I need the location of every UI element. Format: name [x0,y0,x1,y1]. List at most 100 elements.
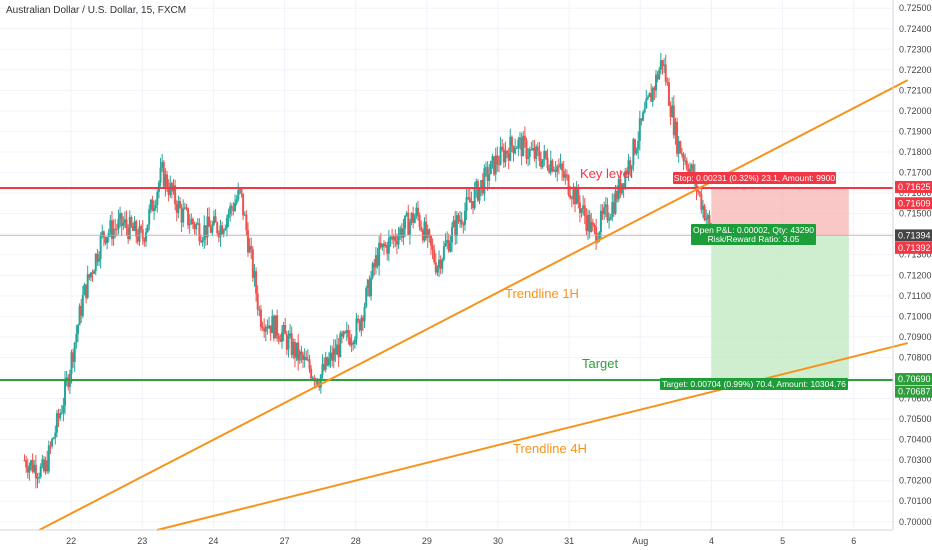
candle-body [387,238,390,254]
candle-body [329,352,332,359]
candle-body [357,318,360,321]
candle-body [86,274,89,298]
candle-body [397,235,400,245]
candle-body [190,219,193,225]
candle-body [512,146,515,154]
candle-body [112,228,115,239]
candle-body [481,180,484,194]
chart-title: Australian Dollar / U.S. Dollar, 15, FXC… [6,5,186,16]
candle-body [687,168,690,175]
candle-body [608,219,611,221]
candle-body [49,445,52,447]
candle-body [578,202,581,213]
pnl-label-bg [691,224,816,245]
candle-body [580,209,583,213]
candle-body [151,199,154,212]
candle-body [361,317,364,322]
candle-body [438,259,441,268]
candle-body [123,219,126,224]
candle-body [595,226,598,243]
candle-body [386,244,389,254]
annotation-trendline-4h: Trendline 4H [513,441,587,456]
candle-body [293,341,296,358]
annotation-key-level: Key level [580,166,633,181]
candle-body [685,160,688,169]
candle-body [467,197,470,199]
candle-body [225,217,228,228]
candle-body [303,356,306,360]
candle-body [468,197,471,203]
candle-body [507,153,510,161]
candle-body [692,164,695,179]
candle-body [674,121,677,136]
candle-body [242,193,245,216]
x-tick-label: 4 [709,536,714,546]
candle-body [60,412,63,414]
annotation-trendline-1h: Trendline 1H [505,286,579,301]
candle-body [567,175,570,195]
position-zones [711,187,849,381]
candle-body [34,464,37,479]
candle-body [399,228,402,236]
candle-body [630,165,633,170]
candle-body [300,351,303,355]
candle-body [701,205,704,210]
candle-body [373,263,376,268]
candle-body [55,413,58,433]
candle-body [107,232,110,237]
time-axis[interactable]: 22 23 24 27 28 29 30 31 Aug 4 5 6 [0,529,893,546]
candle-body [344,331,347,333]
candle-body [287,336,290,350]
candle-body [365,288,368,307]
candle-body [416,207,419,216]
candle-body [434,262,437,273]
price-badge-bg [895,197,932,210]
candle-body [39,466,42,477]
candle-body [528,149,531,158]
y-tick-label: 0.71700 [899,168,932,178]
candle-body [463,210,466,225]
candle-body [311,377,314,379]
price-badge: 0.70690 [898,374,931,384]
candle-body [248,245,251,253]
candle-body [140,226,143,230]
annotations: Key level Trendline 1H Target Trendline 4H [505,166,633,456]
candle-body [321,364,324,375]
candle-body [185,207,188,209]
candle-body [449,242,452,252]
candle-body [658,69,661,80]
candle-body [611,202,614,218]
candle-body [36,477,39,479]
price-axis[interactable]: 0.72500 0.72400 0.72300 0.72200 0.72100 0.720… [892,0,932,530]
candle-body [99,235,102,259]
candle-body [405,212,408,216]
x-tick-label: 27 [280,536,290,546]
candle-body [603,207,606,215]
candle-body [690,164,693,169]
candle-body [535,146,538,159]
candle-body [237,189,240,200]
candle-body [483,168,486,194]
candle-body [136,236,139,242]
candle-body [295,342,298,358]
candle-body [33,464,36,472]
candle-body [127,228,130,239]
candle-body [478,187,481,201]
candle-body [653,87,656,91]
candle-body [368,279,371,297]
candle-body [94,253,97,272]
candle-body [382,243,385,247]
candle-body [698,191,701,194]
candle-body [544,151,547,158]
candle-body [198,223,201,241]
candle-body [441,259,444,269]
candle-body [502,149,505,163]
candle-body [374,255,377,268]
y-tick-label: 0.71900 [899,126,932,136]
candle-body [428,229,431,236]
candle-body [548,167,551,173]
candle-body [671,105,674,117]
candle-body [253,271,256,278]
